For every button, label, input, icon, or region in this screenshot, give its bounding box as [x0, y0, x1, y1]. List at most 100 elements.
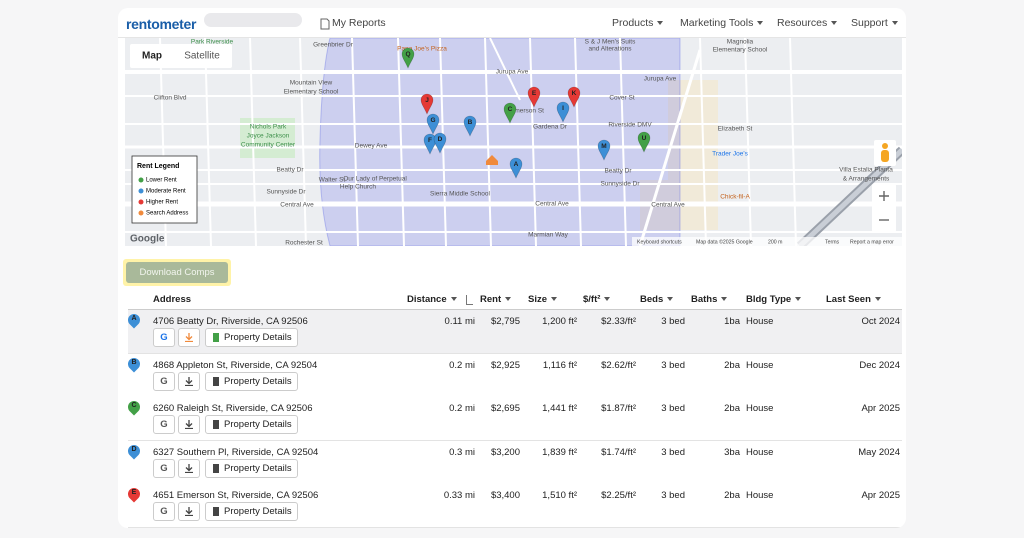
- google-button[interactable]: G: [153, 415, 175, 435]
- arrow: [185, 376, 193, 386]
- nav-menu[interactable]: Products: [612, 17, 663, 29]
- pin-body: [556, 101, 570, 123]
- pin-label: I: [562, 105, 564, 112]
- nav-menu[interactable]: Support: [851, 17, 898, 29]
- download-button[interactable]: Download Comps: [126, 262, 228, 283]
- street: [299, 38, 307, 246]
- column-header[interactable]: Last Seen: [826, 294, 881, 305]
- map-pin[interactable]: D: [433, 132, 447, 154]
- map-pin[interactable]: C: [503, 102, 517, 124]
- legend-label: Higher Rent: [146, 200, 178, 206]
- sort-icon: [466, 295, 473, 305]
- map-tab[interactable]: Satellite: [184, 51, 220, 62]
- legend-label: Search Address: [146, 211, 188, 217]
- map-label: Gardena Dr: [533, 124, 568, 131]
- map-pin[interactable]: Q: [401, 47, 415, 69]
- google-button[interactable]: G: [153, 328, 175, 347]
- legend-label: Lower Rent: [146, 178, 177, 184]
- pin-label: F: [428, 137, 432, 144]
- map-label: Elementary School: [284, 89, 339, 96]
- download-button[interactable]: [178, 502, 200, 522]
- pin-body: [420, 93, 434, 115]
- map-pin[interactable]: A: [509, 157, 523, 179]
- nav-menu[interactable]: Resources: [777, 17, 837, 29]
- details-button[interactable]: Property Details: [205, 415, 298, 435]
- search-box[interactable]: [204, 13, 302, 27]
- street: [529, 38, 537, 246]
- address: 6260 Raleigh St, Riverside, CA 92506: [153, 403, 313, 415]
- map-pin[interactable]: J: [420, 93, 434, 115]
- map-pin[interactable]: M: [597, 139, 611, 161]
- column-header[interactable]: Address: [153, 294, 192, 305]
- map-label: Sunnyside Dr: [600, 181, 640, 188]
- column-header[interactable]: $/ft²: [583, 294, 610, 305]
- cell-last-seen: Apr 2025: [861, 490, 900, 502]
- cell-rent: $2,925: [490, 359, 520, 371]
- logo[interactable]: rentometer: [126, 16, 197, 32]
- map-label: Central Ave: [535, 201, 569, 208]
- download-button[interactable]: [178, 328, 200, 347]
- details-button[interactable]: Property Details: [205, 371, 298, 391]
- street: [204, 38, 212, 246]
- column-header[interactable]: Beds: [640, 294, 673, 305]
- cell-distance: 0.2 mi: [449, 403, 475, 415]
- street: [484, 38, 492, 246]
- cell-baths: 2ba: [724, 490, 740, 502]
- column-header[interactable]: Rent: [480, 294, 511, 305]
- street: [638, 49, 702, 246]
- download-icon: [185, 463, 193, 473]
- attribution: Report a map error: [850, 239, 894, 245]
- google-button[interactable]: G: [153, 458, 175, 478]
- download-button[interactable]: [178, 458, 200, 478]
- details-button[interactable]: Property Details: [205, 458, 298, 478]
- cell-type: House: [746, 316, 774, 327]
- download-button[interactable]: [178, 371, 200, 391]
- cell-beds: 3 bed: [661, 446, 685, 458]
- map-pin[interactable]: G: [426, 113, 440, 135]
- pin-body: [567, 86, 581, 108]
- cell-rent: $2,695: [490, 403, 520, 415]
- google-button[interactable]: G: [153, 502, 175, 522]
- cell-type: House: [746, 403, 774, 415]
- street: [619, 38, 627, 246]
- nav-link[interactable]: My Reports: [332, 17, 386, 29]
- map-pin[interactable]: E: [527, 86, 541, 108]
- map-pin[interactable]: U: [637, 131, 651, 153]
- download-button[interactable]: [178, 415, 200, 435]
- column-header[interactable]: Bldg Type: [746, 294, 801, 305]
- map-label: Jurupa Ave: [496, 69, 529, 76]
- map-label: Elizabeth St: [718, 126, 753, 133]
- pegman-body: [881, 150, 889, 162]
- map-tab[interactable]: Map: [142, 51, 162, 62]
- map-label: Rochester St: [285, 240, 323, 246]
- map[interactable]: Park Riverside Papa Joe's Pizza Greenbrier…: [125, 38, 902, 246]
- column-header[interactable]: Baths: [691, 294, 727, 305]
- cell-beds: 3 bed: [661, 316, 685, 327]
- column-header[interactable]: Distance: [407, 294, 457, 305]
- map-pin[interactable]: F: [423, 133, 437, 155]
- button-label: Download Comps: [139, 267, 215, 278]
- details-button[interactable]: Property Details: [205, 502, 298, 522]
- google-button[interactable]: G: [153, 371, 175, 391]
- details-button[interactable]: Property Details: [205, 328, 298, 347]
- map-label: Help Church: [340, 184, 377, 191]
- street: [351, 38, 359, 246]
- column-header[interactable]: Size: [528, 294, 557, 305]
- pin-body: [433, 132, 447, 154]
- header-line: [128, 309, 902, 310]
- building-icon: [213, 420, 219, 430]
- legend-swatch: [138, 188, 144, 194]
- pin-label: K: [572, 90, 577, 97]
- cell-size: 1,441 ft²: [542, 403, 577, 415]
- building-icon: [213, 333, 219, 342]
- pin-label: C: [508, 106, 513, 113]
- map-pin[interactable]: K: [567, 86, 581, 108]
- download-icon: [185, 507, 193, 517]
- details-label: Property Details: [224, 332, 292, 343]
- map-label: Sunnyside Dr: [266, 189, 306, 196]
- marker-label: D: [131, 445, 137, 453]
- map-pin[interactable]: B: [463, 115, 477, 137]
- nav-menu[interactable]: Marketing Tools: [680, 17, 763, 29]
- map-pin[interactable]: I: [556, 101, 570, 123]
